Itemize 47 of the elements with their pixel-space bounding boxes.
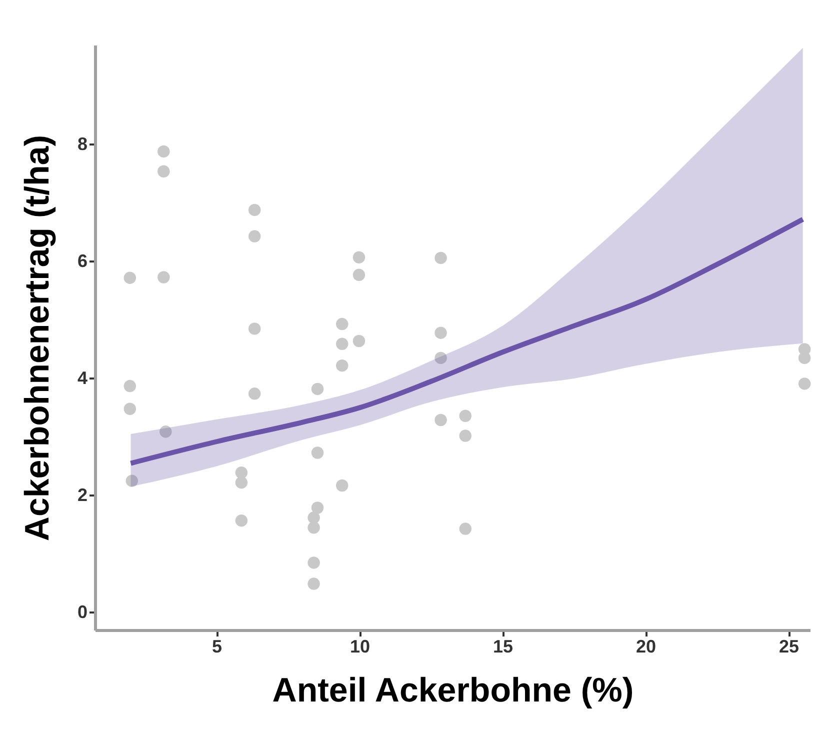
point bbox=[124, 272, 136, 284]
point bbox=[124, 380, 136, 392]
point bbox=[308, 522, 320, 534]
x-axis-title: Anteil Ackerbohne (%) bbox=[272, 672, 634, 710]
y-tick-label: 6 bbox=[77, 250, 88, 271]
point bbox=[459, 410, 472, 422]
y-tick-label: 2 bbox=[77, 484, 88, 505]
point bbox=[248, 388, 261, 400]
point bbox=[434, 252, 447, 264]
x-tick-label: 15 bbox=[493, 636, 514, 656]
point bbox=[352, 268, 366, 282]
point bbox=[352, 334, 366, 348]
point bbox=[158, 145, 170, 158]
point bbox=[798, 378, 811, 390]
point bbox=[158, 271, 170, 284]
point bbox=[248, 230, 261, 242]
point bbox=[336, 479, 348, 492]
point bbox=[308, 578, 320, 590]
point bbox=[434, 352, 447, 364]
x-tick-label: 5 bbox=[212, 636, 222, 656]
point bbox=[352, 251, 366, 264]
point bbox=[126, 474, 138, 487]
point bbox=[336, 338, 348, 350]
point bbox=[434, 326, 447, 339]
point bbox=[124, 402, 136, 415]
point bbox=[311, 502, 324, 514]
point bbox=[459, 430, 472, 442]
point bbox=[248, 322, 261, 335]
y-axis-title: Ackerbohnenertrag (t/ha) bbox=[18, 134, 56, 542]
point bbox=[459, 522, 472, 535]
x-tick-label: 20 bbox=[636, 636, 656, 656]
x-tick-label: 10 bbox=[350, 636, 370, 656]
point bbox=[336, 359, 348, 372]
point bbox=[434, 414, 447, 426]
point bbox=[336, 318, 348, 330]
x-tick-label: 25 bbox=[779, 636, 800, 656]
point bbox=[160, 426, 172, 438]
point bbox=[248, 204, 261, 216]
point bbox=[308, 556, 320, 569]
y-tick-label: 4 bbox=[77, 368, 88, 388]
y-tick-label: 8 bbox=[77, 134, 88, 154]
point bbox=[235, 514, 248, 527]
point bbox=[235, 476, 248, 489]
point bbox=[158, 165, 170, 178]
y-tick-label: 0 bbox=[77, 602, 88, 622]
point bbox=[311, 382, 324, 396]
point bbox=[311, 446, 324, 459]
